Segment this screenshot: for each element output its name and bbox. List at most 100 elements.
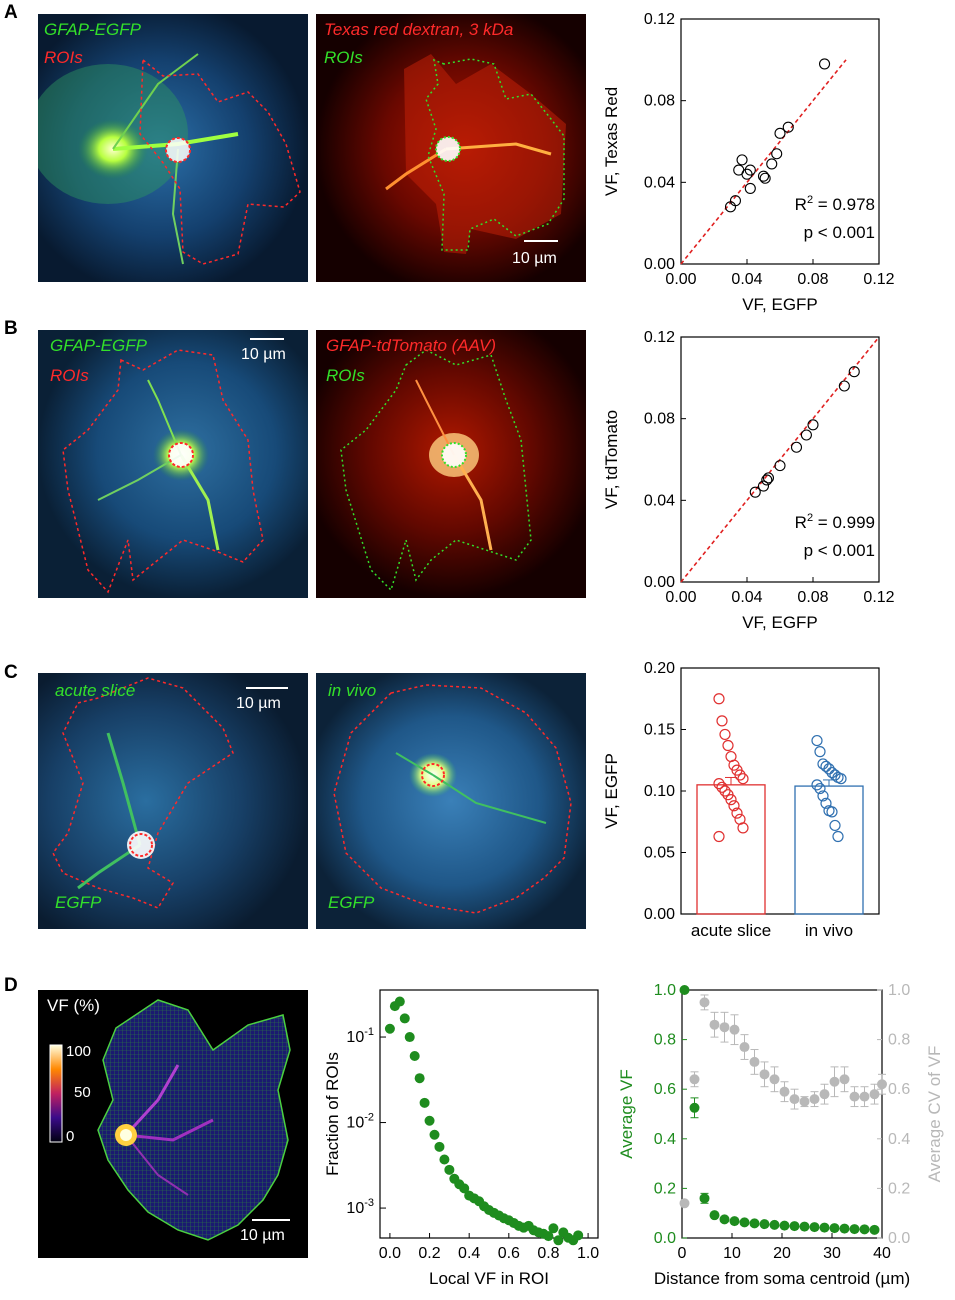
y-tick-label-left: 0.4 — [654, 1131, 676, 1148]
data-point-cv — [799, 1096, 810, 1107]
y-tick-label-left: 0.0 — [654, 1230, 676, 1247]
data-point — [573, 1230, 584, 1241]
data-point — [762, 472, 774, 484]
data-point — [826, 806, 838, 818]
data-point — [729, 195, 741, 207]
data-point-cv — [789, 1094, 800, 1105]
y-tick-label: 0.04 — [644, 492, 675, 509]
micrograph-d-vf-map: VF (%) 100 50 0 10 µm — [38, 990, 308, 1258]
scale-bar — [524, 240, 558, 242]
label-texas-red-dextran: Texas red dextran, 3 kDa — [324, 20, 514, 39]
data-point-average-vf — [859, 1224, 870, 1235]
x-category-label: acute slice — [691, 921, 771, 940]
data-point-cv — [689, 1074, 700, 1085]
data-point — [737, 773, 749, 785]
y-tick-label-right: 0.0 — [888, 1230, 910, 1247]
data-point — [832, 830, 844, 843]
x-axis-label: VF, EGFP — [742, 295, 818, 314]
y-tick-label-left: 0.6 — [654, 1081, 676, 1098]
x-tick-label: 0.12 — [863, 589, 894, 606]
y-tick-label: 0.12 — [644, 329, 675, 346]
y-axis-label-right: Average CV of VF — [925, 1046, 944, 1183]
label-gfap-egfp: GFAP-EGFP — [44, 20, 141, 39]
data-point — [829, 819, 841, 832]
y-axis-label: VF, EGFP — [602, 753, 621, 829]
data-point-cv — [769, 1074, 780, 1085]
fit-line — [680, 59, 847, 265]
data-point — [759, 172, 771, 184]
x-tick-label: 0.12 — [863, 271, 894, 288]
micrograph-b-egfp: GFAP-EGFP ROIs 10 µm — [38, 330, 308, 598]
data-point — [811, 779, 823, 791]
x-tick-label: 0.2 — [418, 1245, 440, 1262]
data-point — [734, 769, 746, 781]
r-squared-annotation: R2 = 0.978 — [795, 194, 875, 214]
label-egfp-c2: EGFP — [328, 893, 375, 912]
scale-bar-label-d: 10 µm — [240, 1227, 285, 1244]
data-point — [728, 800, 740, 812]
y-tick-label-left: 0.2 — [654, 1180, 676, 1197]
data-point-average-vf — [679, 985, 690, 995]
data-point — [459, 1183, 470, 1194]
x-tick-label: 0.00 — [665, 589, 696, 606]
label-rois: ROIs — [44, 48, 83, 67]
y-tick-label-right: 0.8 — [888, 1032, 910, 1049]
data-point-average-vf — [689, 1102, 700, 1113]
scale-bar-label-c: 10 µm — [236, 695, 281, 712]
x-tick-label: 0.04 — [731, 271, 762, 288]
label-egfp-c1: EGFP — [55, 893, 102, 912]
data-point — [419, 1097, 430, 1108]
x-tick-label: 0.08 — [797, 271, 828, 288]
data-point-cv — [829, 1076, 840, 1087]
y-tick-label: 10-1 — [346, 1026, 374, 1046]
x-tick-label: 10 — [723, 1245, 741, 1262]
plot-frame — [379, 989, 599, 1239]
data-point-cv — [749, 1056, 760, 1067]
x-tick-label: 0.0 — [379, 1245, 401, 1262]
plot-frame — [680, 18, 880, 265]
chart-a-scatter: 0.00 0.04 0.08 0.12 0.00 0.04 0.08 0.12 VF, EGFP… — [602, 11, 895, 314]
data-point-cv — [819, 1089, 830, 1100]
data-point-average-vf — [799, 1221, 810, 1232]
data-point — [404, 1032, 415, 1043]
data-point — [409, 1051, 420, 1062]
data-point — [811, 734, 823, 747]
y-tick-label: 0.05 — [644, 845, 675, 862]
chart-b-scatter: 0.00 0.04 0.08 0.12 0.00 0.04 0.08 0.12 VF, EGFP… — [602, 329, 895, 632]
chart-d-distance: 0 10 20 30 400.0 0.00.2 0.20.4 0.40.6 0.60.8 0.81… — [617, 982, 944, 1288]
data-point — [414, 1073, 425, 1084]
y-tick-label: 0.10 — [644, 783, 675, 800]
y-tick-label: 0.00 — [644, 574, 675, 591]
y-axis-label-left: Average VF — [617, 1069, 636, 1158]
data-point — [713, 778, 725, 790]
data-point-average-vf — [869, 1224, 880, 1235]
panel-letter-d: D — [4, 975, 18, 996]
data-point-average-vf — [759, 1219, 770, 1230]
data-point-average-vf — [729, 1216, 740, 1227]
data-point — [761, 474, 773, 486]
data-point-average-vf — [829, 1223, 840, 1234]
data-point-average-vf — [839, 1223, 850, 1234]
data-point — [819, 58, 831, 70]
data-point — [737, 822, 749, 834]
fit-line — [680, 336, 880, 583]
scale-bar-c — [246, 687, 288, 689]
data-point-cv — [779, 1086, 790, 1097]
data-point-average-vf — [739, 1217, 750, 1228]
y-tick-label: 10-3 — [346, 1197, 374, 1217]
scale-bar-b — [250, 338, 284, 340]
label-in-vivo: in vivo — [328, 681, 377, 700]
data-point — [814, 782, 826, 795]
data-point — [553, 1235, 564, 1246]
label-rois-b: ROIs — [50, 366, 89, 385]
x-axis-label: Distance from soma centroid (µm) — [654, 1269, 910, 1288]
x-axis-label: VF, EGFP — [742, 613, 818, 632]
data-point-cv — [679, 1198, 690, 1209]
y-tick-label-right: 0.2 — [888, 1180, 910, 1197]
data-point — [719, 728, 731, 741]
data-point — [439, 1154, 450, 1165]
data-point-average-vf — [849, 1224, 860, 1235]
scale-bar-label-b: 10 µm — [241, 346, 286, 363]
data-point-cv — [877, 1079, 887, 1090]
data-point — [716, 715, 728, 727]
